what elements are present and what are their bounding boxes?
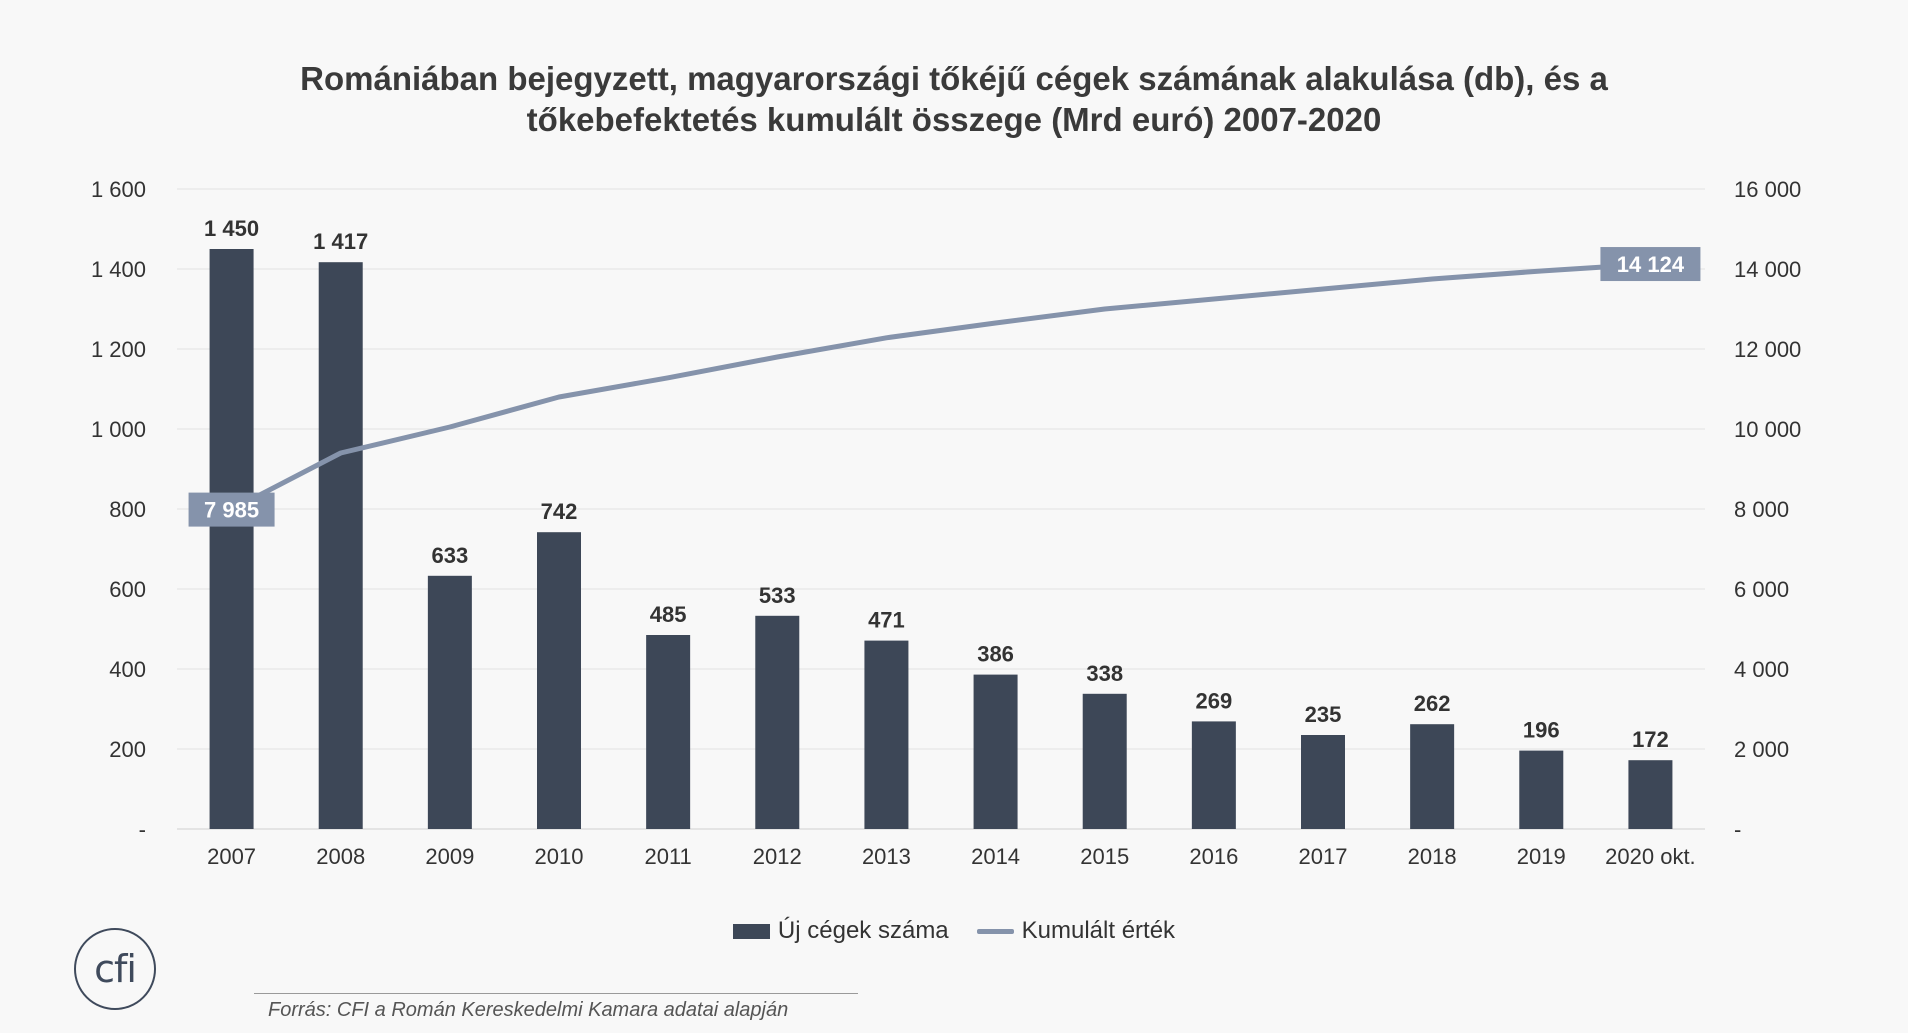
chart-legend: Új cégek száma Kumulált érték [0,917,1908,945]
y-left-tick-label: 1 000 [91,417,146,442]
bar [537,532,581,829]
x-tick-label: 2013 [862,844,911,869]
bar-data-label: 1 450 [204,216,259,241]
bar [1410,724,1455,829]
y-right-tick-label: 10 000 [1734,417,1801,442]
line-data-label: 7 985 [204,498,259,523]
y-right-tick-label: - [1734,817,1741,842]
bar-data-label: 471 [868,608,905,633]
source-divider [254,993,858,994]
cfi-logo: cfi [74,928,156,1010]
bar [864,640,909,829]
legend-swatch-line [976,928,1014,934]
bar [209,249,254,829]
y-right-tick-label: 16 000 [1734,177,1801,202]
x-tick-label: 2014 [971,844,1020,869]
x-tick-label: 2020 okt. [1605,844,1696,869]
bar-data-label: 262 [1414,691,1451,716]
bar-data-label: 742 [541,499,578,524]
legend-label-line: Kumulált érték [1021,917,1176,944]
x-tick-label: 2017 [1299,844,1348,869]
cfi-logo-text: cfi [94,947,137,991]
y-left-tick-label: 800 [109,497,146,522]
y-left-tick-label: 1 400 [91,257,146,282]
series-line-kumulalt [229,261,1653,513]
y-right-tick-label: 2 000 [1734,737,1789,762]
legend-swatch-bar [732,923,770,939]
source-note: Forrás: CFI a Román Kereskedelmi Kamara … [268,999,789,1021]
bar-data-label: 172 [1632,727,1669,752]
bar [1301,735,1345,829]
y-left-tick-label: 200 [109,737,146,762]
bar [973,674,1018,829]
x-tick-label: 2015 [1080,844,1129,869]
line-data-label-box [188,492,275,527]
bar [1191,721,1236,829]
bar [427,575,472,829]
bar-data-label: 235 [1305,702,1342,727]
bar-data-label: 386 [977,642,1014,667]
bar-data-label: 633 [431,543,468,568]
bar [318,262,363,829]
bar-data-label: 269 [1195,688,1232,713]
x-tick-label: 2009 [425,844,474,869]
y-left-tick-label: 1 600 [91,177,146,202]
x-tick-label: 2010 [535,844,584,869]
x-tick-label: 2011 [644,844,691,869]
bar [1082,693,1127,829]
bar-data-label: 196 [1523,718,1560,743]
line-data-label-box [1600,247,1701,282]
y-right-tick-label: 14 000 [1734,257,1801,282]
bar-data-label: 533 [759,583,796,608]
x-tick-label: 2007 [207,844,256,869]
x-tick-label: 2016 [1189,844,1238,869]
y-right-tick-label: 6 000 [1734,577,1789,602]
y-left-tick-label: 400 [109,657,146,682]
y-left-tick-label: - [139,817,146,842]
x-tick-label: 2012 [753,844,802,869]
bar [1628,760,1673,829]
bar-data-label: 1 417 [313,229,368,254]
chart-title-line-1: Romániában bejegyzett, magyarországi tők… [300,60,1608,97]
x-tick-label: 2019 [1517,844,1566,869]
legend-label-bars: Új cégek száma [777,917,949,944]
bar [755,615,800,829]
y-left-tick-label: 600 [109,577,146,602]
bar-data-label: 338 [1086,661,1123,686]
bar [646,635,691,829]
chart-title-line-2: tőkebefektetés kumulált összege (Mrd eur… [526,101,1382,138]
x-tick-label: 2018 [1408,844,1457,869]
chart-title: Romániában bejegyzett, magyarországi tők… [0,58,1908,140]
bar [1519,750,1564,829]
y-right-tick-label: 12 000 [1734,337,1801,362]
y-right-tick-label: 4 000 [1734,657,1789,682]
y-right-tick-label: 8 000 [1734,497,1789,522]
legend-item-bars: Új cégek száma [732,917,949,945]
x-tick-label: 2008 [316,844,365,869]
y-left-tick-label: 1 200 [91,337,146,362]
bar-data-label: 485 [650,602,687,627]
legend-item-line: Kumulált érték [976,917,1176,945]
line-data-label: 14 124 [1617,252,1685,277]
